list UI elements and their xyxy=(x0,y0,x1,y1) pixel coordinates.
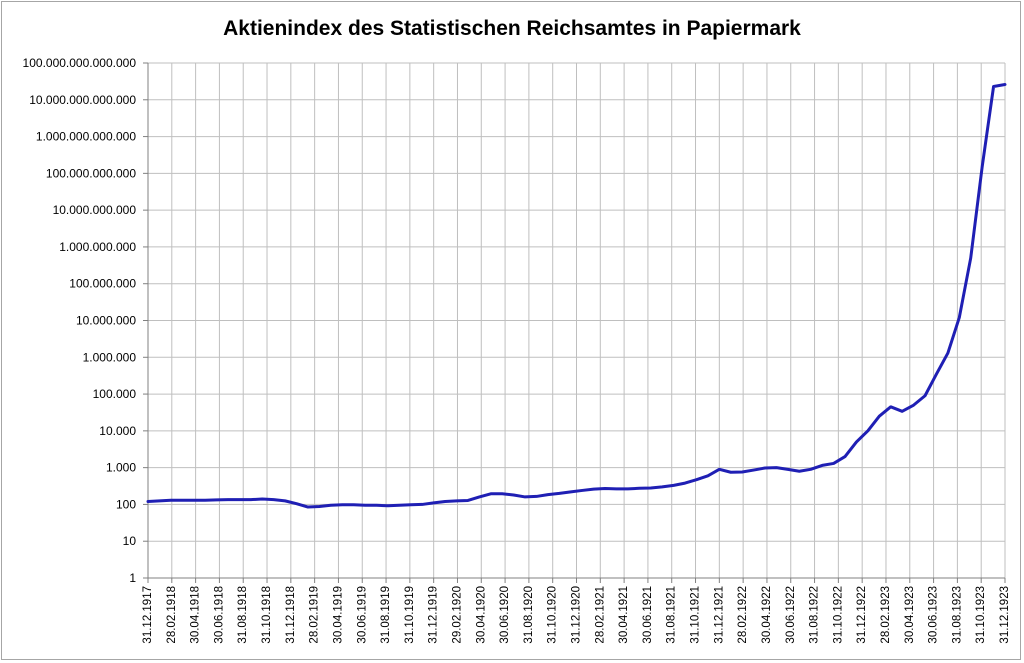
y-tick-label: 10.000.000.000 xyxy=(53,203,137,217)
x-tick-label: 31.12.1918 xyxy=(285,586,297,644)
chart-title: Aktienindex des Statistischen Reichsamte… xyxy=(223,17,801,40)
y-tick-label: 1.000.000.000.000 xyxy=(36,130,136,144)
x-tick-label: 28.02.1923 xyxy=(880,586,892,644)
y-tick-label: 10.000.000 xyxy=(76,314,136,328)
horizontal-gridlines xyxy=(148,62,1005,579)
x-tick-label: 30.06.1923 xyxy=(928,586,940,644)
x-tick-label: 30.04.1923 xyxy=(904,586,916,644)
x-tick-label: 31.12.1920 xyxy=(571,586,583,644)
x-tick-label: 31.08.1918 xyxy=(237,586,249,644)
x-tick-label: 30.06.1921 xyxy=(642,586,654,644)
x-tick-labels: 31.12.1917 28.02.1918 30.04.1918 30.06.1918… xyxy=(142,586,1011,644)
x-tick-label: 30.04.1921 xyxy=(618,586,630,644)
y-tick-label: 100.000.000 xyxy=(69,277,136,291)
y-tick-label: 10 xyxy=(123,534,137,548)
series-layer xyxy=(146,83,1007,509)
x-tick-label: 31.10.1922 xyxy=(832,586,844,644)
y-tick-label: 1 xyxy=(129,571,136,585)
x-tick-label: 31.10.1919 xyxy=(404,586,416,644)
x-tick-label: 30.04.1919 xyxy=(332,586,344,644)
y-tick-label: 10.000.000.000.000 xyxy=(29,93,136,107)
x-tick-label: 30.06.1918 xyxy=(213,586,225,644)
y-tick-label: 100 xyxy=(116,497,136,511)
x-tick-label: 28.02.1918 xyxy=(166,586,178,644)
x-tick-label: 30.06.1922 xyxy=(785,586,797,644)
x-tick-label: 31.12.1923 xyxy=(999,586,1011,644)
y-tick-label: 100.000.000.000 xyxy=(46,166,136,180)
x-tick-label: 31.12.1919 xyxy=(428,586,440,644)
axes xyxy=(143,62,1006,583)
x-tick-label: 31.08.1919 xyxy=(380,586,392,644)
y-tick-label: 10.000 xyxy=(99,424,136,438)
x-tick-label: 31.12.1922 xyxy=(856,586,868,644)
x-tick-label: 30.04.1918 xyxy=(190,586,202,644)
x-tick-label: 28.02.1922 xyxy=(737,586,749,644)
x-tick-label: 31.12.1921 xyxy=(713,586,725,644)
x-tick-label: 30.06.1919 xyxy=(356,586,368,644)
x-tick-label: 28.02.1921 xyxy=(594,586,606,644)
x-tick-label: 30.06.1920 xyxy=(499,586,511,644)
y-tick-label: 100.000.000.000.000 xyxy=(23,56,137,70)
x-tick-label: 30.04.1922 xyxy=(761,586,773,644)
y-tick-label: 1.000.000.000 xyxy=(59,240,136,254)
x-tick-label: 31.08.1922 xyxy=(809,586,821,644)
x-tick-label: 31.10.1918 xyxy=(261,586,273,644)
y-tick-label: 1.000 xyxy=(106,461,136,475)
x-tick-label: 31.08.1920 xyxy=(523,586,535,644)
y-tick-labels: 1 10 100 1.000 10.000 100.000 1.000.000 10.000.… xyxy=(23,56,137,585)
x-tick-label: 31.10.1923 xyxy=(975,586,987,644)
x-tick-label: 31.08.1923 xyxy=(951,586,963,644)
y-tick-label: 100.000 xyxy=(93,387,137,401)
x-tick-label: 28.02.1919 xyxy=(309,586,321,644)
x-tick-label: 31.08.1921 xyxy=(666,586,678,644)
x-tick-label: 30.04.1920 xyxy=(475,586,487,644)
x-tick-label: 31.12.1917 xyxy=(142,586,154,644)
x-tick-label: 31.10.1921 xyxy=(690,586,702,644)
x-tick-label: 29.02.1920 xyxy=(451,586,463,644)
series-line xyxy=(146,83,1007,509)
y-tick-label: 1.000.000 xyxy=(83,350,137,364)
x-tick-label: 31.10.1920 xyxy=(547,586,559,644)
